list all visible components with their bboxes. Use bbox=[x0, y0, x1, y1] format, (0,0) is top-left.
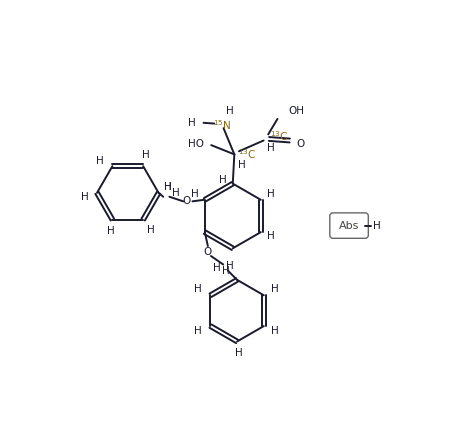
Text: H: H bbox=[271, 326, 278, 336]
Text: H: H bbox=[267, 189, 275, 200]
Text: HO: HO bbox=[188, 139, 204, 149]
Text: H: H bbox=[142, 150, 150, 160]
Text: H: H bbox=[164, 182, 172, 192]
Text: H: H bbox=[188, 118, 196, 128]
Text: O: O bbox=[182, 196, 191, 207]
Text: O: O bbox=[204, 247, 212, 257]
Text: OH: OH bbox=[288, 106, 304, 116]
Text: H: H bbox=[268, 143, 275, 153]
Text: H: H bbox=[96, 156, 104, 166]
Text: H: H bbox=[373, 220, 381, 231]
Text: H: H bbox=[271, 284, 278, 294]
Text: Abs: Abs bbox=[339, 220, 359, 231]
Text: $^{15}$N: $^{15}$N bbox=[213, 118, 231, 132]
FancyBboxPatch shape bbox=[330, 213, 368, 238]
Text: H: H bbox=[194, 326, 202, 336]
Text: $^{13}$C: $^{13}$C bbox=[270, 129, 288, 143]
Text: H: H bbox=[164, 182, 172, 192]
Text: H: H bbox=[81, 192, 89, 202]
Text: H: H bbox=[222, 265, 230, 276]
Text: H: H bbox=[267, 231, 275, 241]
Text: H: H bbox=[191, 189, 198, 200]
Text: H: H bbox=[107, 226, 115, 236]
Text: H: H bbox=[226, 106, 234, 116]
Text: H: H bbox=[219, 175, 226, 185]
Text: H: H bbox=[147, 225, 155, 235]
Text: H: H bbox=[235, 348, 242, 358]
Text: H: H bbox=[172, 188, 179, 198]
Text: H: H bbox=[213, 262, 221, 272]
Text: H: H bbox=[194, 284, 202, 294]
Text: $^{13}$C: $^{13}$C bbox=[238, 148, 256, 161]
Text: H: H bbox=[226, 261, 234, 271]
Text: O: O bbox=[297, 139, 304, 149]
Text: H: H bbox=[238, 160, 246, 170]
